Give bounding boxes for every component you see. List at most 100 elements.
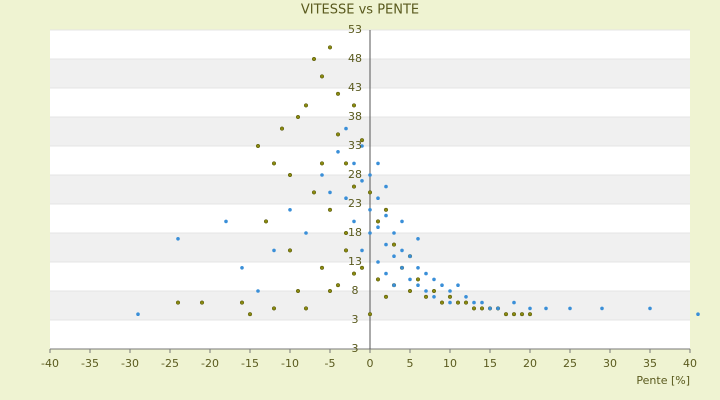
point xyxy=(367,190,373,195)
x-tick-label: -10 xyxy=(281,357,299,370)
point xyxy=(424,271,428,276)
point xyxy=(343,230,349,236)
point xyxy=(503,312,509,317)
point xyxy=(511,312,517,317)
point xyxy=(255,143,261,149)
x-tick-label: 35 xyxy=(643,357,657,370)
point xyxy=(696,312,700,317)
point xyxy=(263,219,269,224)
x-tick-label: -25 xyxy=(161,357,179,370)
y-tick-label: 33 xyxy=(348,139,362,152)
point xyxy=(327,45,333,50)
point xyxy=(311,56,317,62)
point xyxy=(335,283,341,288)
y-tick-label: 28 xyxy=(348,168,362,181)
point xyxy=(415,277,421,282)
point xyxy=(519,312,525,317)
y-tick-label: 13 xyxy=(348,255,362,268)
point xyxy=(384,184,388,189)
point xyxy=(424,289,428,293)
point xyxy=(271,306,277,311)
point xyxy=(240,266,244,270)
point xyxy=(392,254,396,258)
point xyxy=(448,289,452,293)
point xyxy=(288,208,292,212)
point xyxy=(344,196,348,200)
x-tick-label: 15 xyxy=(483,357,497,370)
point xyxy=(247,312,253,317)
y-tick-label: 43 xyxy=(348,81,362,94)
point xyxy=(176,237,180,241)
point xyxy=(496,306,500,311)
point xyxy=(408,254,412,258)
point xyxy=(343,161,349,166)
point xyxy=(383,294,389,299)
point xyxy=(256,289,260,293)
point xyxy=(648,306,652,311)
x-tick-label: -20 xyxy=(201,357,219,370)
y-tick-label: 3 xyxy=(352,342,359,355)
point xyxy=(479,306,485,311)
point xyxy=(327,207,333,212)
point xyxy=(383,207,389,212)
point xyxy=(440,283,444,288)
x-tick-label: -35 xyxy=(81,357,99,370)
y-tick-label: 38 xyxy=(348,110,362,123)
point xyxy=(368,231,372,235)
point xyxy=(351,184,357,189)
point xyxy=(359,138,365,143)
point xyxy=(335,132,341,137)
y-tick-label: 53 xyxy=(348,23,362,36)
point xyxy=(416,283,420,288)
point xyxy=(136,312,140,317)
point xyxy=(376,225,380,229)
x-tick-label: -30 xyxy=(121,357,139,370)
point xyxy=(408,277,412,282)
point xyxy=(344,126,348,131)
point xyxy=(327,288,333,294)
point xyxy=(384,242,388,247)
point xyxy=(528,306,532,311)
point xyxy=(527,312,533,317)
point xyxy=(416,237,420,241)
point xyxy=(303,306,309,311)
point xyxy=(375,219,381,224)
x-tick-label: -40 xyxy=(41,357,59,370)
x-tick-label: 0 xyxy=(367,357,374,370)
point xyxy=(335,91,341,96)
point xyxy=(384,213,388,218)
point xyxy=(319,161,325,166)
point xyxy=(392,283,396,288)
point xyxy=(488,306,492,311)
point xyxy=(512,300,516,305)
point xyxy=(391,242,397,247)
y-tick-label: 18 xyxy=(348,226,362,239)
point xyxy=(544,306,548,311)
point xyxy=(376,196,380,200)
x-axis-title: Pente [%] xyxy=(636,374,690,387)
point xyxy=(407,288,413,294)
x-tick-label: 30 xyxy=(603,357,617,370)
point xyxy=(568,306,572,311)
point xyxy=(352,161,356,166)
point xyxy=(368,208,372,212)
point xyxy=(359,265,365,270)
point xyxy=(431,288,437,294)
point xyxy=(239,300,245,305)
point xyxy=(175,300,181,305)
point xyxy=(343,248,349,253)
point xyxy=(471,306,477,311)
x-tick-label: 5 xyxy=(407,357,414,370)
point xyxy=(295,114,301,120)
y-tick-label: 8 xyxy=(352,284,359,297)
point xyxy=(432,277,436,282)
point xyxy=(367,312,373,317)
point xyxy=(439,300,445,305)
point xyxy=(447,294,453,299)
point xyxy=(400,219,404,224)
point xyxy=(400,266,404,270)
point xyxy=(199,300,205,305)
point xyxy=(423,294,429,299)
point xyxy=(287,248,293,253)
